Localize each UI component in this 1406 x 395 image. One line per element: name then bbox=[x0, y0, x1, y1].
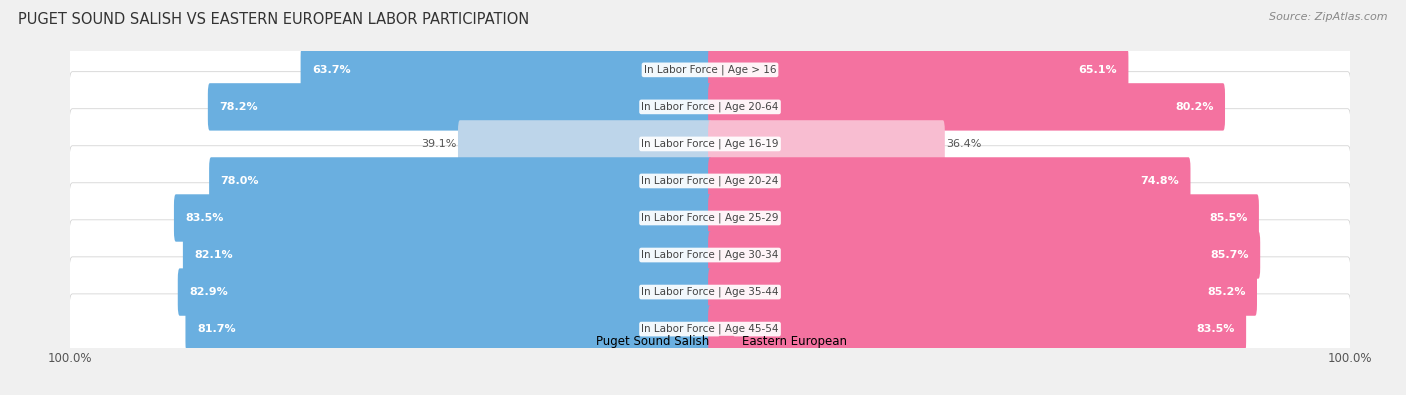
Text: 85.5%: 85.5% bbox=[1209, 213, 1247, 223]
Text: 39.1%: 39.1% bbox=[422, 139, 457, 149]
Text: 82.1%: 82.1% bbox=[194, 250, 233, 260]
FancyBboxPatch shape bbox=[177, 268, 711, 316]
FancyBboxPatch shape bbox=[69, 35, 1351, 105]
Text: 83.5%: 83.5% bbox=[186, 213, 224, 223]
Text: 82.9%: 82.9% bbox=[190, 287, 228, 297]
Text: In Labor Force | Age 25-29: In Labor Force | Age 25-29 bbox=[641, 213, 779, 223]
FancyBboxPatch shape bbox=[709, 83, 1225, 131]
FancyBboxPatch shape bbox=[709, 157, 1191, 205]
Text: In Labor Force | Age 45-54: In Labor Force | Age 45-54 bbox=[641, 324, 779, 334]
FancyBboxPatch shape bbox=[69, 220, 1351, 290]
FancyBboxPatch shape bbox=[709, 231, 1260, 279]
Text: In Labor Force | Age 35-44: In Labor Force | Age 35-44 bbox=[641, 287, 779, 297]
FancyBboxPatch shape bbox=[709, 305, 1246, 353]
FancyBboxPatch shape bbox=[209, 157, 711, 205]
FancyBboxPatch shape bbox=[69, 183, 1351, 253]
FancyBboxPatch shape bbox=[69, 109, 1351, 179]
Text: 78.2%: 78.2% bbox=[219, 102, 257, 112]
Text: In Labor Force | Age > 16: In Labor Force | Age > 16 bbox=[644, 65, 776, 75]
Text: 74.8%: 74.8% bbox=[1140, 176, 1180, 186]
FancyBboxPatch shape bbox=[458, 120, 711, 167]
FancyBboxPatch shape bbox=[69, 257, 1351, 327]
Legend: Puget Sound Salish, Eastern European: Puget Sound Salish, Eastern European bbox=[572, 335, 848, 348]
Text: 36.4%: 36.4% bbox=[946, 139, 981, 149]
Text: 63.7%: 63.7% bbox=[312, 65, 350, 75]
FancyBboxPatch shape bbox=[186, 305, 711, 353]
Text: PUGET SOUND SALISH VS EASTERN EUROPEAN LABOR PARTICIPATION: PUGET SOUND SALISH VS EASTERN EUROPEAN L… bbox=[18, 12, 530, 27]
Text: Source: ZipAtlas.com: Source: ZipAtlas.com bbox=[1270, 12, 1388, 22]
FancyBboxPatch shape bbox=[183, 231, 711, 279]
FancyBboxPatch shape bbox=[208, 83, 711, 131]
Text: In Labor Force | Age 16-19: In Labor Force | Age 16-19 bbox=[641, 139, 779, 149]
FancyBboxPatch shape bbox=[709, 194, 1258, 242]
Text: 81.7%: 81.7% bbox=[197, 324, 236, 334]
FancyBboxPatch shape bbox=[709, 268, 1257, 316]
Text: 65.1%: 65.1% bbox=[1078, 65, 1116, 75]
Text: In Labor Force | Age 30-34: In Labor Force | Age 30-34 bbox=[641, 250, 779, 260]
FancyBboxPatch shape bbox=[709, 120, 945, 167]
Text: 78.0%: 78.0% bbox=[221, 176, 259, 186]
Text: In Labor Force | Age 20-24: In Labor Force | Age 20-24 bbox=[641, 176, 779, 186]
FancyBboxPatch shape bbox=[69, 294, 1351, 364]
FancyBboxPatch shape bbox=[174, 194, 711, 242]
FancyBboxPatch shape bbox=[69, 72, 1351, 142]
Text: 85.7%: 85.7% bbox=[1211, 250, 1249, 260]
FancyBboxPatch shape bbox=[709, 46, 1129, 94]
FancyBboxPatch shape bbox=[69, 146, 1351, 216]
Text: 85.2%: 85.2% bbox=[1206, 287, 1246, 297]
Text: In Labor Force | Age 20-64: In Labor Force | Age 20-64 bbox=[641, 102, 779, 112]
FancyBboxPatch shape bbox=[301, 46, 711, 94]
Text: 83.5%: 83.5% bbox=[1197, 324, 1234, 334]
Text: 80.2%: 80.2% bbox=[1175, 102, 1213, 112]
